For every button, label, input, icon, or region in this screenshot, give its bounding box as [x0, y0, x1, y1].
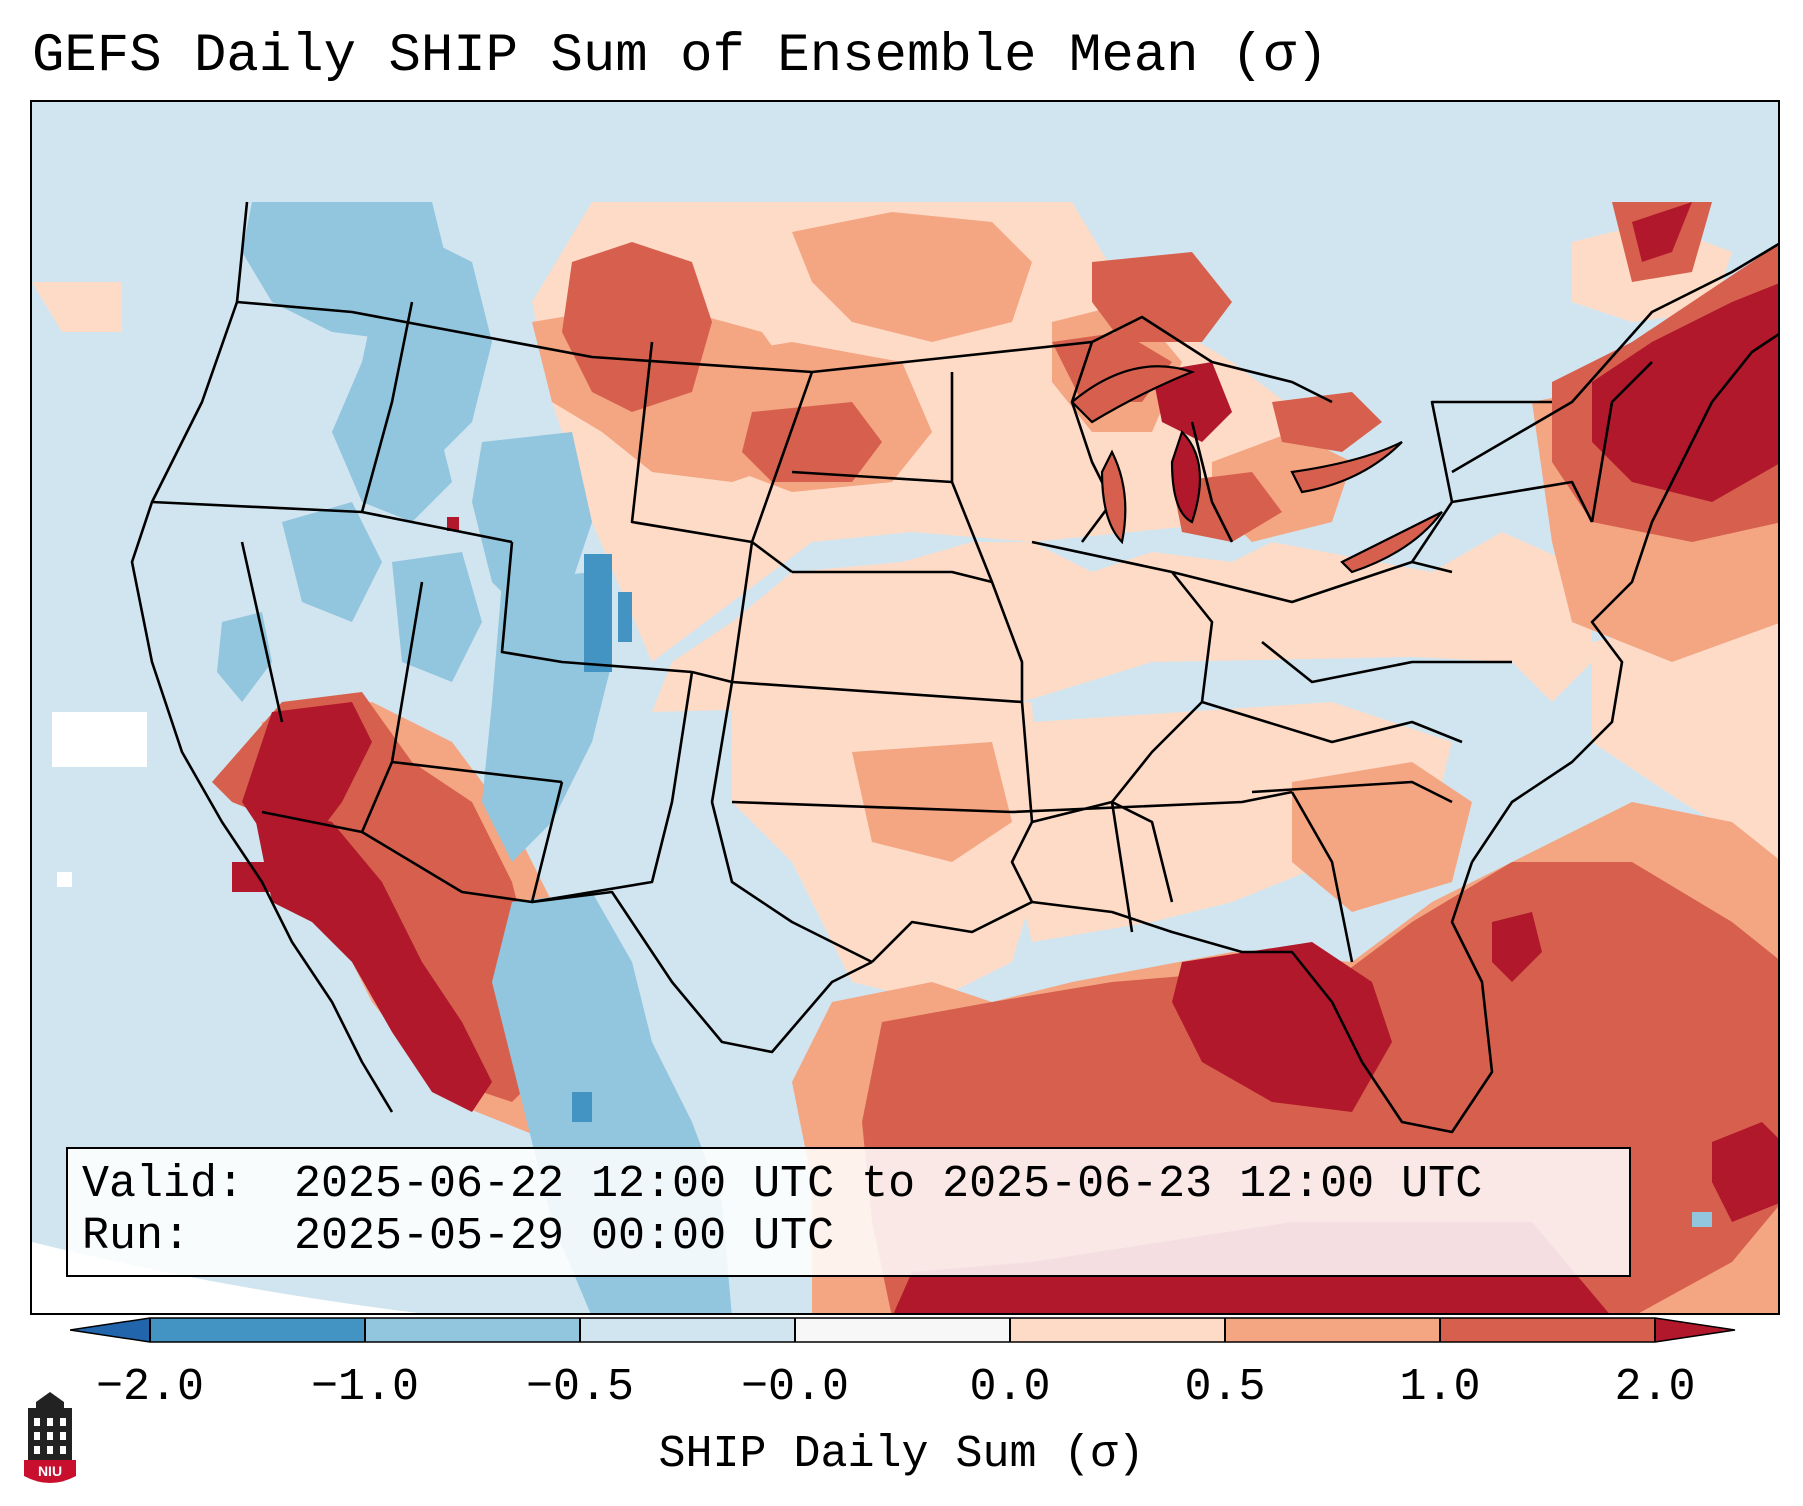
info-box: Valid: 2025-06-22 12:00 UTC to 2025-06-23…	[66, 1147, 1631, 1277]
colorbar-seg-p05-p1	[1225, 1318, 1440, 1342]
colorbar-seg-0-p05	[1010, 1318, 1225, 1342]
colorbar-extend-max	[1655, 1318, 1735, 1342]
colorbar	[70, 1317, 1736, 1343]
run-line: Run: 2025-05-29 00:00 UTC	[82, 1211, 1629, 1263]
ship-anomaly-map	[32, 102, 1778, 1313]
colorbar-tick-label: 1.0	[1399, 1362, 1481, 1413]
colorbar-seg-n05-0	[580, 1318, 795, 1342]
colorbar-tick-label: −1.0	[310, 1362, 420, 1413]
colorbar-tick-label: −0.0	[740, 1362, 850, 1413]
run-value: 2025-05-29 00:00 UTC	[294, 1211, 835, 1262]
logo-text: NIU	[38, 1463, 62, 1479]
colorbar-tick-label: −0.5	[525, 1362, 635, 1413]
colorbar-tick-label: 2.0	[1614, 1362, 1696, 1413]
run-label: Run:	[82, 1211, 191, 1262]
map-panel[interactable]	[30, 100, 1780, 1315]
colorbar-extend-min	[70, 1318, 150, 1342]
colorbar-seg-p1-p2	[1440, 1318, 1655, 1342]
colorbar-tick-label: 0.5	[1184, 1362, 1266, 1413]
niu-logo-icon: NIU	[24, 1392, 76, 1483]
valid-value: 2025-06-22 12:00 UTC to 2025-06-23 12:00…	[294, 1159, 1483, 1210]
colorbar-seg-zero	[795, 1318, 1010, 1342]
valid-label: Valid:	[82, 1159, 245, 1210]
colorbar-seg-n1-n05	[365, 1318, 580, 1342]
colorbar-title: SHIP Daily Sum (σ)	[658, 1429, 1145, 1480]
colorbar-tick-label: −2.0	[95, 1362, 205, 1413]
colorbar-seg-n2-n1	[150, 1318, 365, 1342]
colorbar-tick-label: 0.0	[969, 1362, 1051, 1413]
valid-line: Valid: 2025-06-22 12:00 UTC to 2025-06-23…	[82, 1159, 1629, 1211]
chart-title: GEFS Daily SHIP Sum of Ensemble Mean (σ)	[32, 26, 1329, 87]
